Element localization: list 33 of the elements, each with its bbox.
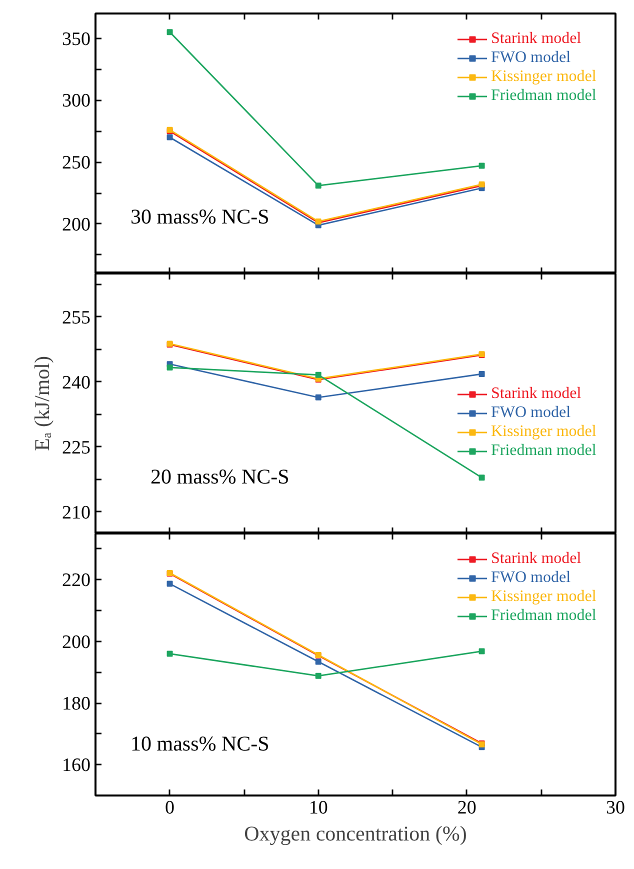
y-tick-label: 200 — [62, 214, 90, 236]
x-tick-label: 0 — [165, 798, 175, 818]
legend-label: Kissinger model — [491, 423, 596, 441]
y-tick-label: 255 — [62, 307, 90, 328]
y-tick-label: 250 — [62, 152, 90, 174]
legend-label: FWO model — [491, 49, 571, 67]
x-tick-label: 30 — [606, 798, 625, 818]
legend-label: Friedman model — [491, 442, 596, 460]
annotation: 20 mass% NC-S — [150, 464, 290, 488]
y-tick-label: 210 — [62, 502, 90, 524]
annotation: 30 mass% NC-S — [130, 204, 270, 228]
y-tick-label: 240 — [62, 372, 90, 394]
legend-label: FWO model — [491, 404, 571, 422]
legend-label: FWO model — [491, 569, 571, 587]
y-tick-label: 225 — [62, 437, 90, 458]
y-tick-label: 200 — [62, 632, 90, 653]
y-tick-label: 220 — [62, 570, 90, 592]
x-axis-title: Oxygen concentration (%) — [244, 822, 467, 846]
legend-label: Friedman model — [491, 87, 596, 105]
x-tick-label: 10 — [308, 798, 328, 818]
annotation: 10 mass% NC-S — [130, 732, 270, 756]
legend-label: Friedman model — [491, 607, 596, 625]
legend-label: Kissinger model — [491, 68, 596, 86]
y-tick-label: 160 — [62, 755, 90, 776]
legend-label: Kissinger model — [491, 588, 596, 606]
legend-label: Starink model — [491, 550, 582, 568]
y-tick-label: 300 — [62, 90, 90, 112]
x-tick-label: 20 — [457, 798, 476, 818]
y-tick-label: 180 — [62, 694, 90, 715]
legend-label: Starink model — [491, 385, 582, 403]
y-axis-title: Eₐ (kJ/mol) — [30, 356, 54, 451]
legend-label: Starink model — [491, 30, 582, 48]
y-tick-label: 350 — [62, 28, 90, 50]
